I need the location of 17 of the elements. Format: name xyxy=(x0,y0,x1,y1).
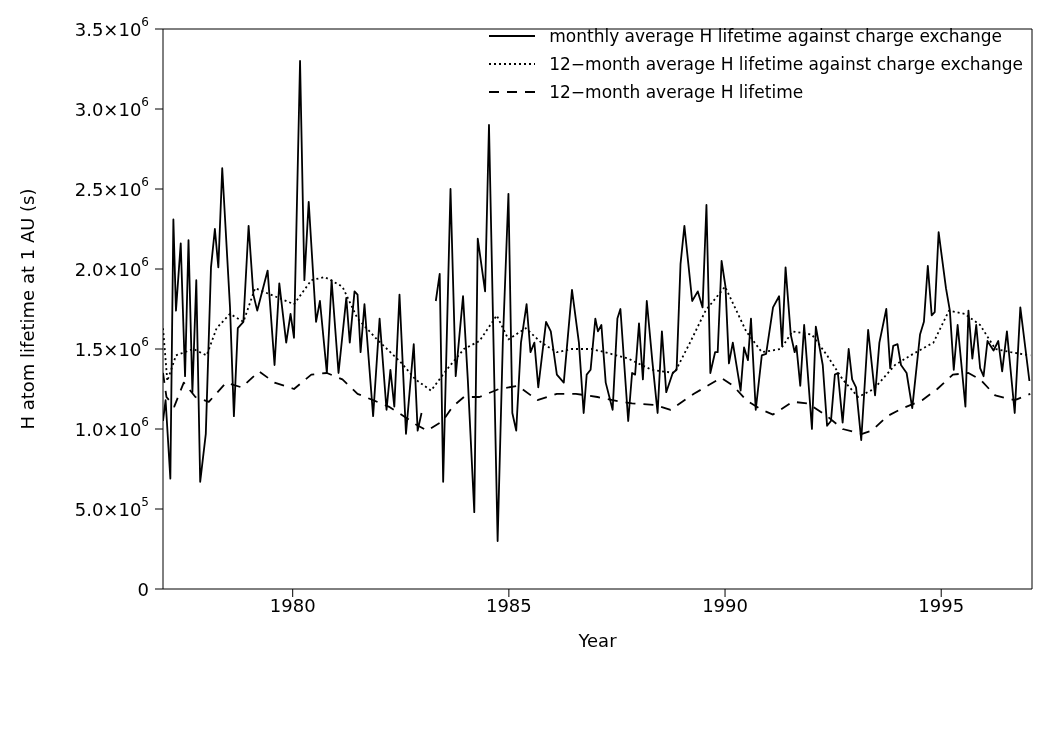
x-tick-label: 1980 xyxy=(269,594,316,616)
y-tick-label: 2.0×10$^{6}$ xyxy=(74,255,149,280)
y-tick-label: 3.0×10$^{6}$ xyxy=(74,95,149,120)
y-axis-title: H atom lifetime at 1 AU (s) xyxy=(17,188,39,430)
y-tick-label: 5.0×10$^{5}$ xyxy=(74,495,149,520)
y-tick-label: 1.0×10$^{6}$ xyxy=(74,415,149,440)
legend-label: monthly average H lifetime against charge exchange xyxy=(549,26,1002,46)
y-tick-label: 3.5×10$^{6}$ xyxy=(74,15,149,40)
y-tick-label: 0 xyxy=(137,578,149,600)
x-tick-label: 1995 xyxy=(918,594,965,616)
legend-label: 12−month average H lifetime against charge exchange xyxy=(549,54,1023,74)
x-tick-label: 1990 xyxy=(702,594,748,616)
y-tick-label: 2.5×10$^{6}$ xyxy=(74,175,149,200)
y-tick-label: 1.5×10$^{6}$ xyxy=(74,335,149,360)
legend-label: 12−month average H lifetime xyxy=(549,82,804,102)
x-axis-title: Year xyxy=(577,630,618,651)
x-tick-label: 1985 xyxy=(485,594,532,616)
